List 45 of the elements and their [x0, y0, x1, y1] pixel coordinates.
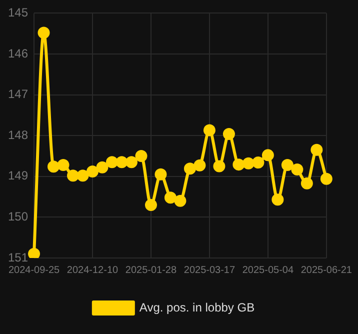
- point: [291, 163, 304, 176]
- y-tick-label: 150: [8, 210, 28, 224]
- y-tick-label: 151: [8, 250, 28, 264]
- point: [194, 159, 206, 172]
- point: [154, 168, 167, 180]
- point: [135, 150, 148, 162]
- y-tick-label: 145: [8, 6, 28, 20]
- point: [262, 149, 274, 162]
- point: [272, 194, 284, 206]
- point: [48, 160, 60, 173]
- y-tick-label: 147: [8, 87, 28, 102]
- point: [125, 156, 138, 168]
- x-tick-label: 2024-09-25: [8, 264, 60, 276]
- point: [252, 156, 264, 169]
- x-tick-label: 2024-12-10: [66, 264, 119, 276]
- point: [232, 158, 245, 171]
- point: [28, 248, 40, 258]
- point: [76, 170, 89, 182]
- point: [320, 172, 332, 185]
- point: [164, 192, 176, 204]
- x-tick-label: 2025-03-17: [184, 264, 236, 276]
- x-tick-label: 2025-06-21: [300, 264, 352, 276]
- y-tick-label: 148: [8, 128, 28, 142]
- point: [203, 124, 216, 136]
- point: [184, 162, 196, 175]
- point: [242, 157, 254, 170]
- point: [96, 161, 108, 174]
- point: [144, 198, 157, 211]
- y-tick-label: 146: [8, 46, 28, 60]
- point: [38, 26, 50, 39]
- point: [174, 194, 186, 207]
- point: [86, 166, 98, 178]
- y-tick-label: 149: [8, 168, 28, 183]
- x-tick-label: 2025-05-04: [242, 264, 294, 276]
- point: [310, 144, 323, 156]
- point: [222, 128, 235, 140]
- point: [106, 156, 118, 168]
- point: [300, 177, 313, 190]
- legend-label: Avg. pos. in lobby GB: [139, 300, 255, 314]
- point: [57, 158, 70, 171]
- point: [67, 170, 80, 182]
- point: [116, 156, 128, 168]
- point: [213, 160, 226, 172]
- x-tick-label: 2025-01-28: [125, 264, 177, 276]
- point: [281, 158, 294, 171]
